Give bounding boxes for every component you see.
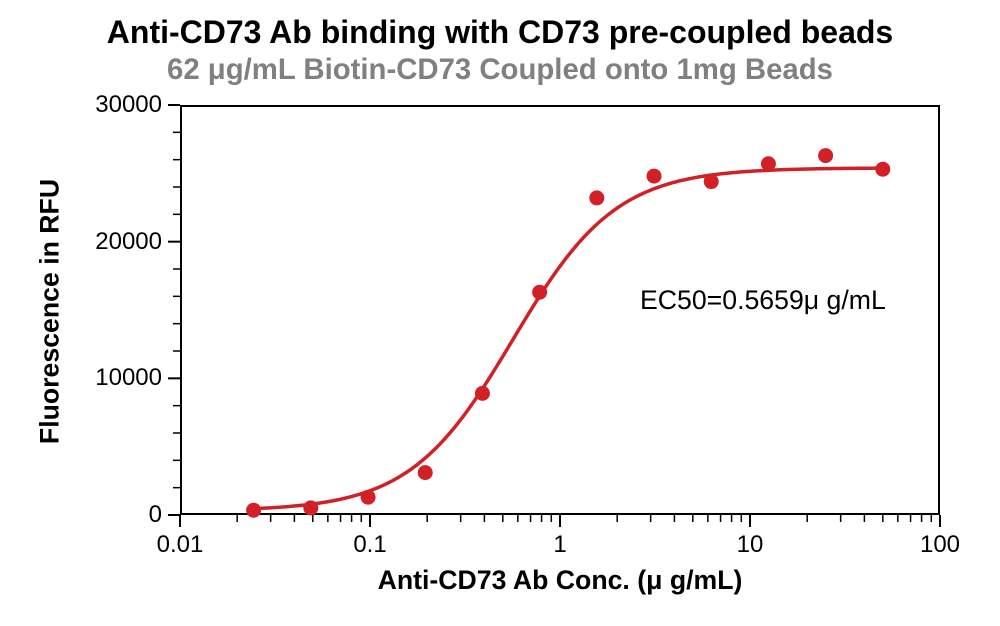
ec50-annotation: EC50=0.5659μ g/mL xyxy=(640,285,886,316)
y-tick-label: 20000 xyxy=(95,228,162,256)
data-point xyxy=(704,174,719,189)
data-point xyxy=(475,386,490,401)
x-tick-label: 10 xyxy=(710,531,790,559)
data-point xyxy=(818,148,833,163)
data-point xyxy=(761,156,776,171)
x-tick-label: 1 xyxy=(520,531,600,559)
y-tick-label: 30000 xyxy=(95,91,162,119)
data-point xyxy=(647,169,662,184)
x-tick-label: 0.01 xyxy=(140,531,220,559)
x-axis-label: Anti-CD73 Ab Conc. (μ g/mL) xyxy=(180,565,940,596)
data-point xyxy=(532,285,547,300)
fit-curve xyxy=(254,168,883,509)
data-point xyxy=(246,503,261,518)
y-tick-label: 10000 xyxy=(95,364,162,392)
data-point xyxy=(361,490,376,505)
x-tick-label: 100 xyxy=(900,531,980,559)
data-point xyxy=(589,190,604,205)
data-point xyxy=(418,465,433,480)
figure-root: Anti-CD73 Ab binding with CD73 pre-coupl… xyxy=(0,0,1000,626)
y-axis-label: Fluorescence in RFU xyxy=(35,162,66,462)
data-point xyxy=(875,162,890,177)
x-tick-label: 0.1 xyxy=(330,531,410,559)
data-point xyxy=(303,500,318,515)
y-tick-label: 0 xyxy=(149,501,162,529)
